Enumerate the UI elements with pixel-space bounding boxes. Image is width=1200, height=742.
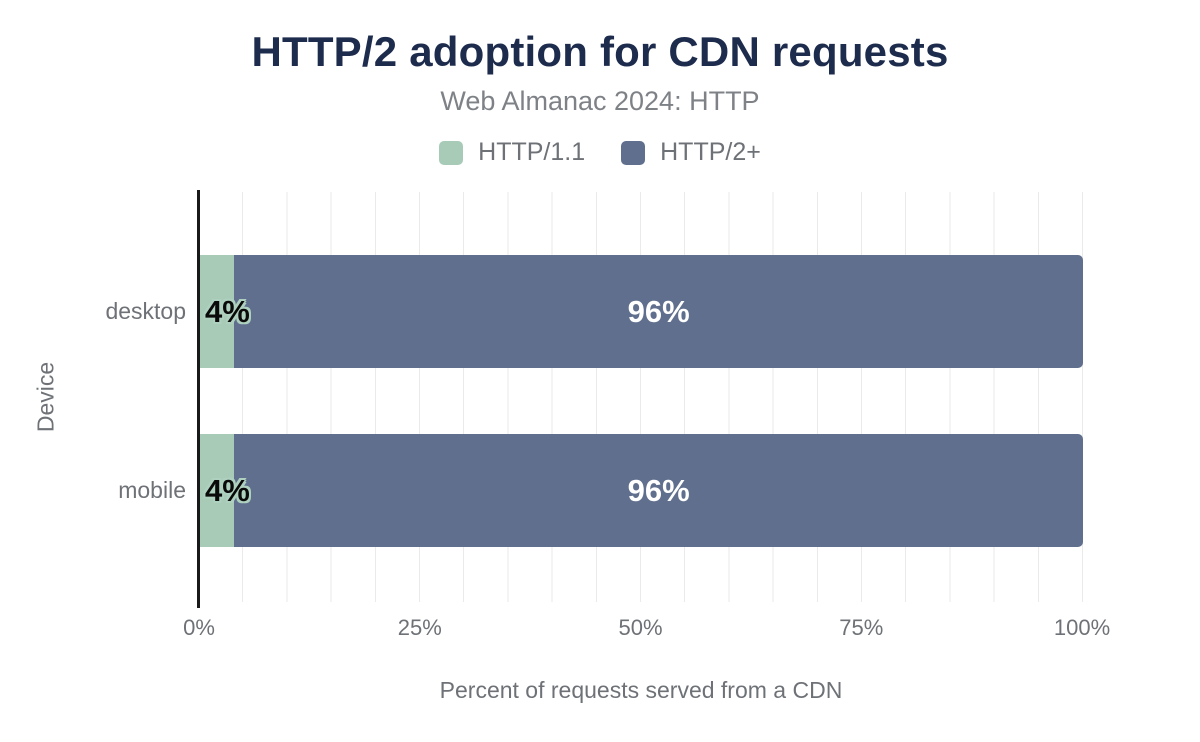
legend-item-http-2[interactable]: HTTP/2+: [621, 138, 761, 167]
bar-row-mobile: 96% 4%: [199, 434, 1083, 547]
x-axis-title: Percent of requests served from a CDN: [439, 677, 843, 703]
legend: HTTP/1.1 HTTP/2+: [0, 138, 1200, 167]
x-tick-label-75: 75%: [839, 615, 884, 640]
x-tick-label-100: 100%: [1053, 615, 1111, 640]
category-label-mobile: mobile: [118, 477, 186, 503]
x-axis: 0% 25% 50% 75% 100%: [0, 615, 1200, 643]
x-tick-label-50: 50%: [618, 615, 663, 640]
bar-segment-http-1-1-mobile: [199, 434, 235, 547]
bar-segment-http-1-1-desktop: [199, 255, 235, 368]
bar-segment-http-2-desktop: 96%: [234, 255, 1083, 368]
bar-value-http-1-1-desktop: 4%: [205, 293, 250, 329]
bar-value-http-2-mobile: 96%: [627, 472, 690, 508]
legend-swatch: [621, 140, 646, 165]
chart-subtitle: Web Almanac 2024: HTTP: [440, 86, 760, 116]
legend-item-http-1-1[interactable]: HTTP/1.1: [439, 138, 585, 167]
bar-segment-http-2-mobile: 96%: [234, 434, 1083, 547]
legend-label: HTTP/2+: [660, 138, 761, 166]
legend-swatch: [439, 140, 464, 165]
category-label-desktop: desktop: [105, 298, 186, 324]
x-tick-label-25: 25%: [397, 615, 442, 640]
y-axis-title: Device: [32, 361, 59, 433]
chart-title: HTTP/2 adoption for CDN requests: [251, 28, 949, 75]
y-axis-line: [197, 190, 200, 608]
bar-row-desktop: 96% 4%: [199, 255, 1083, 368]
bar-value-http-2-desktop: 96%: [627, 293, 690, 329]
x-tick-label-0: 0%: [183, 615, 215, 640]
bar-value-http-1-1-mobile: 4%: [205, 472, 250, 508]
legend-label: HTTP/1.1: [478, 138, 586, 166]
plot-area: 96% 4% 96% 4%: [199, 192, 1083, 602]
